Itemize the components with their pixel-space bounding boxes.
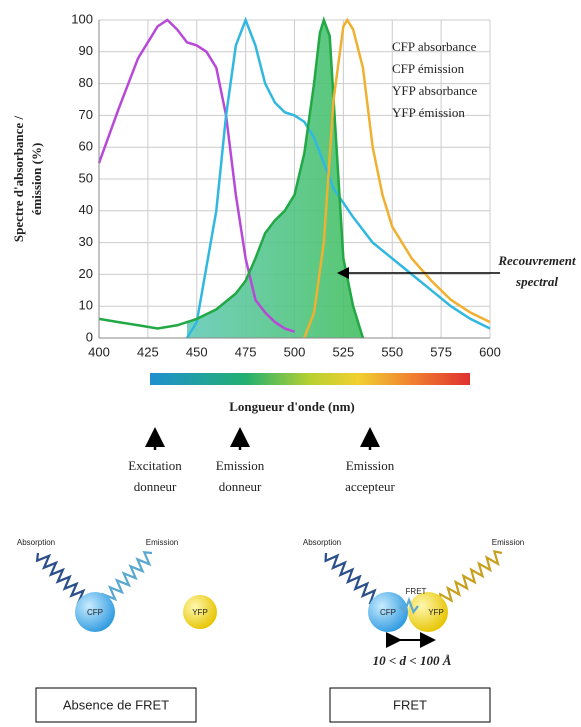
y-tick-label: 90 <box>79 43 93 58</box>
right-diagram: Absorption Emission CFP YFP FRET 10 < d … <box>303 538 524 723</box>
x-axis-label: Longueur d'onde (nm) <box>229 399 354 414</box>
left-diagram: Absorption Emission CFP YFP Absence de F… <box>17 538 217 723</box>
acceptor-label: YFP <box>192 608 208 617</box>
donor <box>368 592 408 632</box>
marker-label: Emission <box>216 458 265 473</box>
absorption-label: Absorption <box>303 538 341 547</box>
y-tick-label: 70 <box>79 107 93 122</box>
acceptor <box>408 592 448 632</box>
x-tick-label: 550 <box>381 344 403 359</box>
spring <box>438 549 503 603</box>
x-tick-label: 500 <box>284 344 306 359</box>
y-tick-label: 30 <box>79 234 93 249</box>
emission-label: Emission <box>492 538 524 547</box>
spring <box>399 596 419 615</box>
spring <box>35 552 87 604</box>
annotation: spectral <box>515 274 558 289</box>
x-tick-label: 400 <box>88 344 110 359</box>
y-tick-label: 20 <box>79 266 93 281</box>
legend-entry: CFP émission <box>392 61 465 76</box>
marker-label: accepteur <box>345 479 395 494</box>
spring-coil <box>35 552 87 604</box>
x-tick-label: 600 <box>479 344 501 359</box>
donor-label: CFP <box>380 608 396 617</box>
y-tick-label: 80 <box>79 75 93 90</box>
marker-label: donneur <box>219 479 262 494</box>
spring <box>324 552 379 605</box>
series-line <box>97 18 295 333</box>
chart: 0 10 20 30 40 50 60 70 80 90 100 400 425 450 475 500 525… <box>11 11 576 359</box>
spring-coil <box>101 551 153 603</box>
series-line <box>185 16 491 339</box>
y-tick-label: 60 <box>79 139 93 154</box>
y-tick-label: 100 <box>71 11 93 26</box>
y-axis-label: Spectre d'absorbance / <box>11 116 26 243</box>
series-line <box>303 17 491 339</box>
acceptor-label: YFP <box>428 608 444 617</box>
caption-box <box>329 687 491 723</box>
donor <box>75 592 115 632</box>
marker-label: donneur <box>134 479 177 494</box>
spring <box>101 551 153 603</box>
spring-coil <box>438 549 503 603</box>
legend-entry: YFP émission <box>392 105 465 120</box>
legend-entry: YFP absorbance <box>392 83 477 98</box>
emission-label: Emission <box>146 538 178 547</box>
donor-label: CFP <box>87 608 103 617</box>
y-axis-label: émission (%) <box>29 143 44 216</box>
series-line <box>98 16 365 339</box>
x-tick-label: 475 <box>235 344 257 359</box>
x-tick-label: 525 <box>333 344 355 359</box>
x-tick-label: 575 <box>430 344 452 359</box>
caption-box <box>35 687 197 723</box>
absorption-label: Absorption <box>17 538 55 547</box>
overlap-area <box>186 20 363 338</box>
marker-label: Emission <box>346 458 395 473</box>
x-tick-label: 425 <box>137 344 159 359</box>
x-tick-label: 450 <box>186 344 208 359</box>
distance-label: 10 < d < 100 Å <box>373 653 452 668</box>
caption: Absence de FRET <box>63 697 169 712</box>
markers: Excitation donneur Emission donneur Emission… <box>128 427 396 494</box>
transfer-label: FRET <box>406 587 427 596</box>
y-tick-label: 40 <box>79 202 93 217</box>
caption: FRET <box>393 697 427 712</box>
spring-coil <box>324 552 379 605</box>
y-tick-label: 0 <box>86 329 93 344</box>
spring-coil <box>399 596 419 615</box>
marker-label: Excitation <box>128 458 182 473</box>
acceptor <box>183 595 217 629</box>
annotation: Recouvrement <box>497 253 576 268</box>
y-tick-label: 50 <box>79 170 93 185</box>
spectrum-bar <box>150 373 470 385</box>
legend-entry: CFP absorbance <box>392 39 477 54</box>
y-tick-label: 10 <box>79 298 93 313</box>
